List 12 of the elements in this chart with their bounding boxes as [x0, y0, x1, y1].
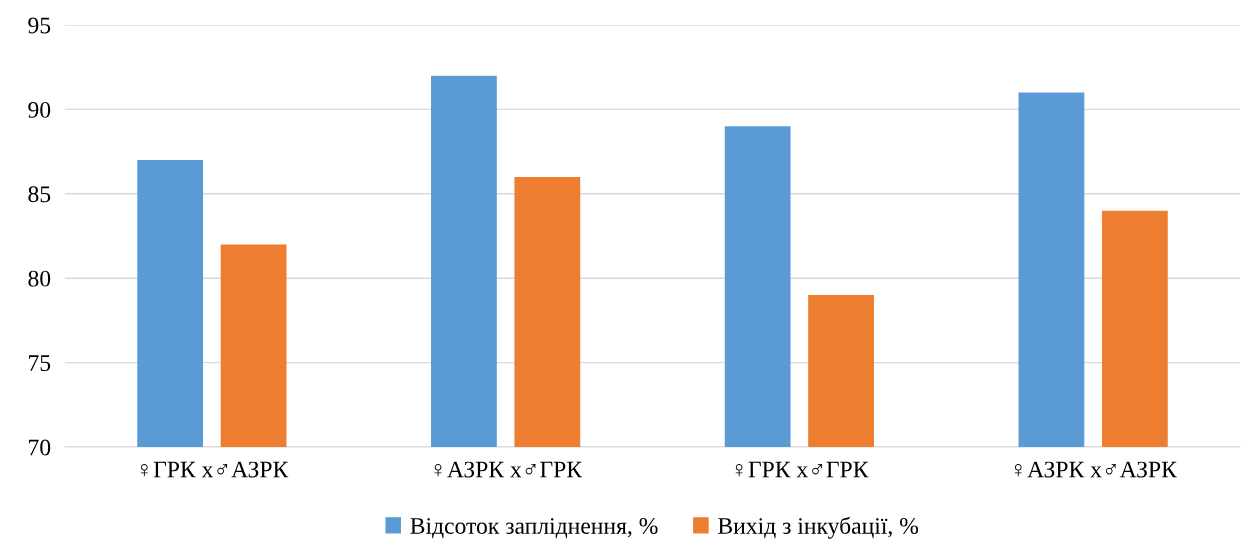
y-tick-label: 85 [28, 186, 51, 203]
legend-label: Вихід з інкубації, % [718, 516, 919, 539]
y-tick-label: 70 [29, 439, 51, 456]
y-tick-label: 95 [28, 17, 51, 34]
y-tick-label: 90 [28, 101, 51, 118]
y-tick-label: 80 [28, 270, 51, 287]
x-tick-label: ♀ГРК х♂АЗРК [140, 461, 289, 478]
y-tick-label: 75 [29, 355, 51, 372]
x-tick-label: ♀АЗРК х♂АЗРК [1014, 461, 1177, 478]
x-tick-label: ♀ГРК х♂ГРК [735, 461, 869, 478]
legend-label: Відсоток запліднення, % [410, 517, 658, 539]
x-tick-label: ♀АЗРК х♂ГРК [434, 461, 583, 478]
